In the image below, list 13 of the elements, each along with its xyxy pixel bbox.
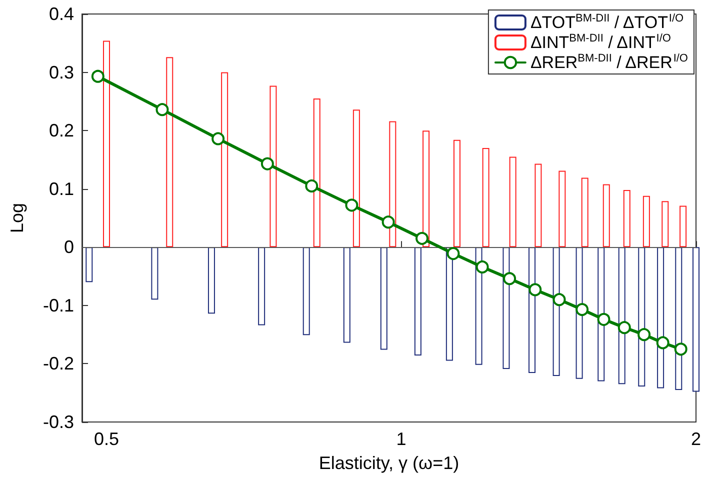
y-tick-label: -0.3 xyxy=(42,412,74,432)
y-tick-label: 0.3 xyxy=(48,62,74,82)
y-tick-label: 0.2 xyxy=(48,120,74,141)
y-tick-label: 0.1 xyxy=(48,178,74,199)
y-tick-label: 0.4 xyxy=(48,4,74,24)
y-axis-title: Log xyxy=(7,202,27,234)
y-tick-label: -0.1 xyxy=(42,295,74,316)
x-tick-label: 2 xyxy=(690,429,701,449)
y-tick-label: 0 xyxy=(64,237,74,258)
x-tick-label: 0.5 xyxy=(94,429,120,449)
y-tick-label: -0.2 xyxy=(42,354,74,374)
x-axis-title: Elasticity, γ (ω=1) xyxy=(318,453,460,473)
x-tick-label: 1 xyxy=(396,429,406,449)
